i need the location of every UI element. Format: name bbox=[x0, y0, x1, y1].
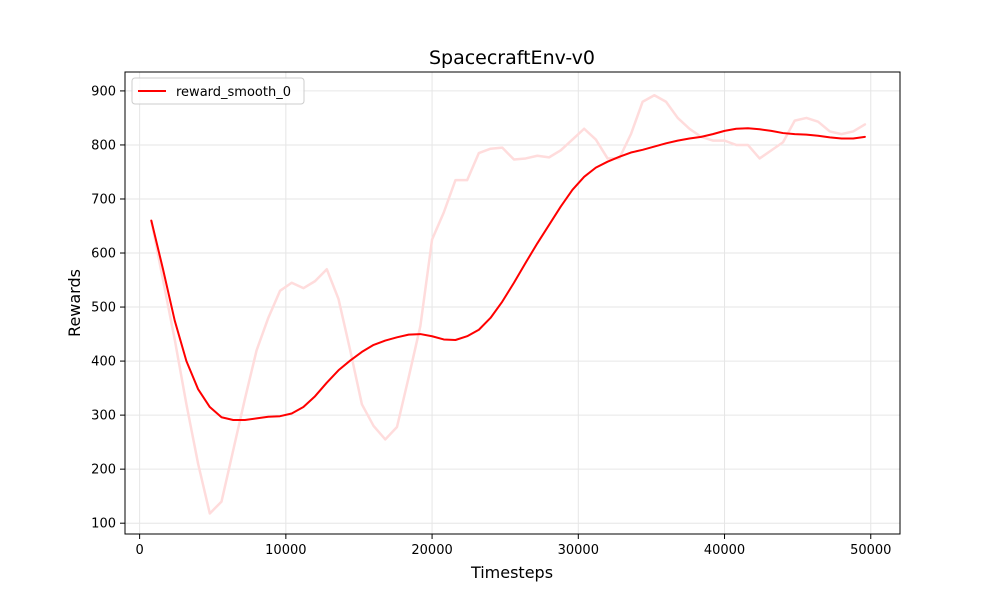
tick-layer: 0 10000 20000 30000 40000 50000 100 200 300 400 50… bbox=[91, 84, 891, 558]
x-tick-label: 10000 bbox=[265, 543, 306, 558]
y-tick-label: 700 bbox=[91, 192, 116, 207]
y-tick-label: 800 bbox=[91, 138, 116, 153]
x-tick-label: 20000 bbox=[411, 543, 452, 558]
y-tick-label: 100 bbox=[91, 517, 116, 532]
y-tick-label: 500 bbox=[91, 301, 116, 316]
legend-entry: reward_smooth_0 bbox=[176, 85, 291, 100]
legend-box bbox=[131, 77, 305, 105]
y-tick-label: 300 bbox=[91, 409, 116, 424]
y-tick-label: 900 bbox=[91, 84, 116, 99]
series-line-raw bbox=[150, 93, 867, 515]
plot-frame bbox=[124, 71, 901, 535]
y-tick-label: 200 bbox=[91, 463, 116, 478]
legend: reward_smooth_0 bbox=[131, 77, 305, 105]
x-axis-label: Timesteps bbox=[470, 563, 553, 582]
x-tick-label: 40000 bbox=[704, 543, 745, 558]
y-tick-label: 600 bbox=[91, 247, 116, 262]
x-tick-label: 50000 bbox=[850, 543, 891, 558]
x-tick-label: 30000 bbox=[558, 543, 599, 558]
y-tick-label: 400 bbox=[91, 355, 116, 370]
y-axis-label: Rewards bbox=[65, 269, 84, 337]
chart-title: SpacecraftEnv-v0 bbox=[429, 47, 595, 69]
x-tick-label: 0 bbox=[135, 543, 143, 558]
grid-layer bbox=[125, 72, 900, 534]
series-line-reward-smooth-0 bbox=[150, 127, 866, 421]
series-layer bbox=[150, 93, 867, 515]
